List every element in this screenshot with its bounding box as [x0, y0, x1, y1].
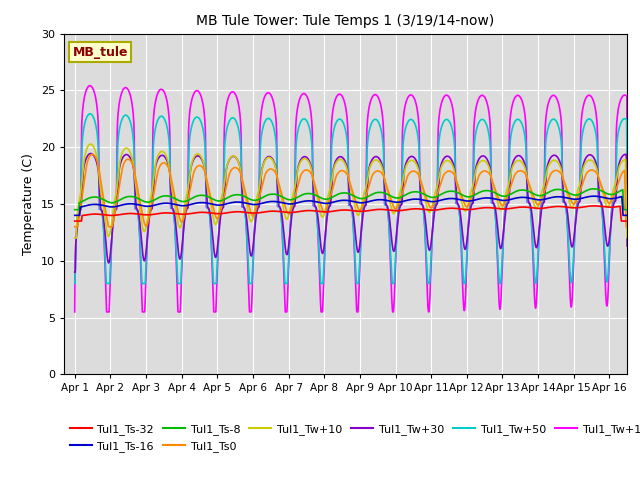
- Legend: Tul1_Ts-32, Tul1_Ts-16, Tul1_Ts-8, Tul1_Ts0, Tul1_Tw+10, Tul1_Tw+30, Tul1_Tw+50,: Tul1_Ts-32, Tul1_Ts-16, Tul1_Ts-8, Tul1_…: [70, 424, 640, 452]
- Y-axis label: Temperature (C): Temperature (C): [22, 153, 35, 255]
- Text: MB_tule: MB_tule: [72, 46, 128, 59]
- Title: MB Tule Tower: Tule Temps 1 (3/19/14-now): MB Tule Tower: Tule Temps 1 (3/19/14-now…: [196, 14, 495, 28]
